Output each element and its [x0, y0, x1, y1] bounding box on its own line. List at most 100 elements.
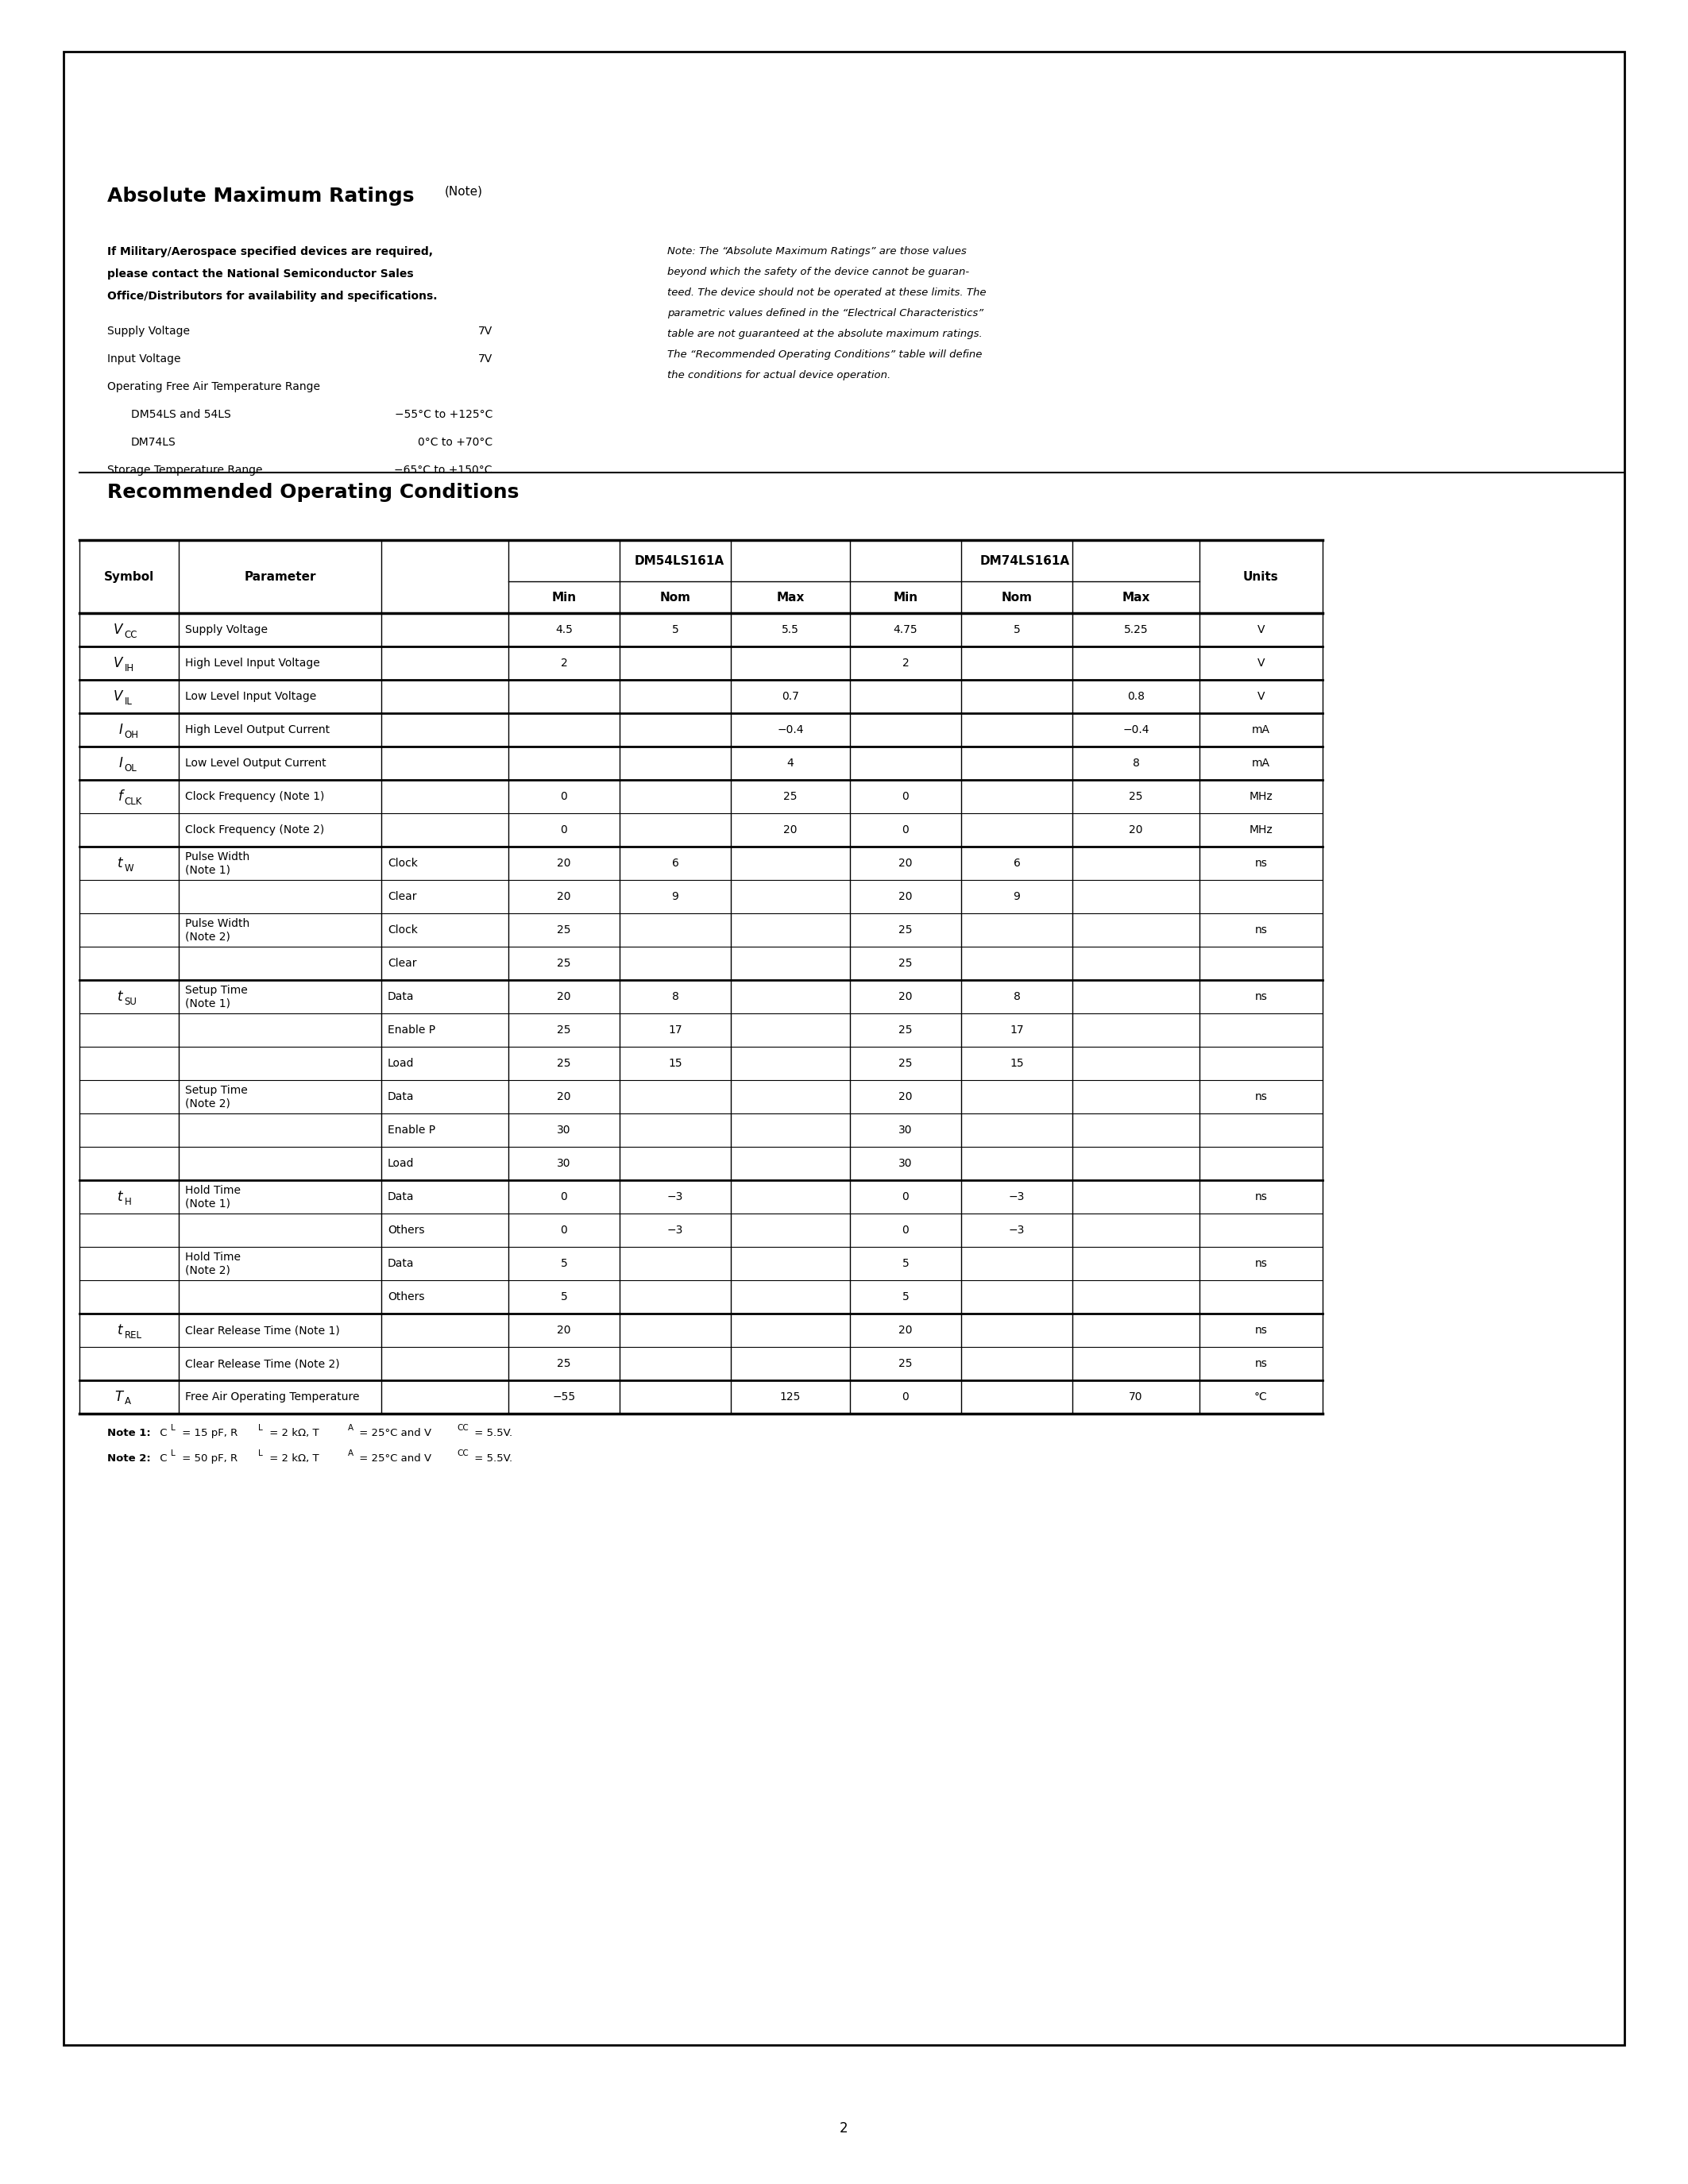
Text: 0: 0: [560, 1190, 567, 1203]
Text: 2: 2: [560, 657, 567, 668]
Text: 0°C to +70°C: 0°C to +70°C: [417, 437, 493, 448]
Text: 0: 0: [901, 1225, 910, 1236]
Text: Low Level Input Voltage: Low Level Input Voltage: [186, 690, 316, 701]
Text: Clear Release Time (Note 2): Clear Release Time (Note 2): [186, 1358, 339, 1369]
Text: 5: 5: [1013, 625, 1020, 636]
Text: 30: 30: [557, 1125, 571, 1136]
Text: ns: ns: [1254, 1258, 1268, 1269]
Text: 5.5: 5.5: [782, 625, 798, 636]
Text: DM74LS161A: DM74LS161A: [979, 555, 1070, 566]
Text: mA: mA: [1252, 725, 1269, 736]
Text: 20: 20: [898, 1326, 913, 1337]
Text: If Military/Aerospace specified devices are required,: If Military/Aerospace specified devices …: [108, 247, 432, 258]
Text: −3: −3: [1009, 1190, 1025, 1203]
Text: −55: −55: [552, 1391, 576, 1402]
Text: Supply Voltage: Supply Voltage: [108, 325, 189, 336]
Text: The “Recommended Operating Conditions” table will define: The “Recommended Operating Conditions” t…: [667, 349, 982, 360]
Text: 20: 20: [898, 858, 913, 869]
Text: Data: Data: [388, 1092, 414, 1103]
Text: 20: 20: [557, 1326, 571, 1337]
Text: ns: ns: [1254, 1358, 1268, 1369]
Text: 20: 20: [783, 823, 797, 836]
Text: Data: Data: [388, 1190, 414, 1203]
Text: 25: 25: [557, 1057, 571, 1068]
Text: Clock: Clock: [388, 924, 417, 935]
Text: 25: 25: [557, 1024, 571, 1035]
Text: 0: 0: [901, 1391, 910, 1402]
Text: V: V: [1258, 657, 1264, 668]
Text: = 50 pF, R: = 50 pF, R: [179, 1452, 238, 1463]
Text: ns: ns: [1254, 1326, 1268, 1337]
Text: 20: 20: [557, 992, 571, 1002]
Text: Min: Min: [893, 592, 918, 603]
Text: ns: ns: [1254, 1190, 1268, 1203]
Text: 20: 20: [898, 891, 913, 902]
Text: 5: 5: [901, 1258, 910, 1269]
Text: 5: 5: [560, 1291, 567, 1302]
Text: Hold Time
(Note 2): Hold Time (Note 2): [186, 1251, 241, 1275]
Text: OH: OH: [125, 729, 138, 740]
Text: Max: Max: [1123, 592, 1150, 603]
Text: 6: 6: [1013, 858, 1020, 869]
Text: DM54LS161A: DM54LS161A: [635, 555, 724, 566]
Text: Units: Units: [1244, 570, 1280, 583]
Text: t: t: [118, 856, 123, 871]
Text: Nom: Nom: [660, 592, 690, 603]
Text: teed. The device should not be operated at these limits. The: teed. The device should not be operated …: [667, 288, 986, 297]
Text: CC: CC: [125, 629, 137, 640]
Text: 15: 15: [668, 1057, 682, 1068]
Text: 8: 8: [672, 992, 679, 1002]
Text: Setup Time
(Note 1): Setup Time (Note 1): [186, 985, 248, 1009]
Text: Others: Others: [388, 1225, 425, 1236]
Text: Enable P: Enable P: [388, 1024, 436, 1035]
Text: 5: 5: [560, 1258, 567, 1269]
Text: 9: 9: [1013, 891, 1020, 902]
Text: = 2 kΩ, T: = 2 kΩ, T: [267, 1452, 319, 1463]
Text: 2: 2: [839, 2121, 847, 2136]
Text: = 5.5V.: = 5.5V.: [471, 1452, 513, 1463]
Text: 20: 20: [898, 992, 913, 1002]
Text: MHz: MHz: [1249, 823, 1273, 836]
Text: High Level Input Voltage: High Level Input Voltage: [186, 657, 321, 668]
Text: I: I: [118, 723, 123, 736]
Text: 20: 20: [898, 1092, 913, 1103]
Text: Input Voltage: Input Voltage: [108, 354, 181, 365]
Text: C: C: [157, 1452, 167, 1463]
Text: Clear Release Time (Note 1): Clear Release Time (Note 1): [186, 1326, 339, 1337]
Text: 9: 9: [672, 891, 679, 902]
Text: Recommended Operating Conditions: Recommended Operating Conditions: [108, 483, 518, 502]
Text: −0.4: −0.4: [776, 725, 803, 736]
Text: Storage Temperature Range: Storage Temperature Range: [108, 465, 263, 476]
Text: ns: ns: [1254, 992, 1268, 1002]
Text: L: L: [258, 1424, 263, 1433]
Text: V: V: [113, 690, 123, 703]
Text: W: W: [125, 863, 133, 874]
Text: Others: Others: [388, 1291, 425, 1302]
Text: Clear: Clear: [388, 959, 417, 970]
Text: 4: 4: [787, 758, 793, 769]
Text: 5: 5: [901, 1291, 910, 1302]
Text: (Note): (Note): [446, 186, 483, 197]
Text: Symbol: Symbol: [105, 570, 154, 583]
Text: DM54LS and 54LS: DM54LS and 54LS: [132, 408, 231, 419]
Text: Note 2:: Note 2:: [108, 1452, 150, 1463]
Text: −0.4: −0.4: [1123, 725, 1150, 736]
Text: −65°C to +150°C: −65°C to +150°C: [395, 465, 493, 476]
Text: 20: 20: [1129, 823, 1143, 836]
Text: −3: −3: [667, 1190, 684, 1203]
Text: IL: IL: [125, 697, 132, 705]
Text: Supply Voltage: Supply Voltage: [186, 625, 268, 636]
Text: Clock Frequency (Note 2): Clock Frequency (Note 2): [186, 823, 324, 836]
Text: 0: 0: [901, 823, 910, 836]
Text: C: C: [157, 1428, 167, 1439]
Text: 4.75: 4.75: [893, 625, 918, 636]
Text: Pulse Width
(Note 2): Pulse Width (Note 2): [186, 917, 250, 941]
Text: Clock Frequency (Note 1): Clock Frequency (Note 1): [186, 791, 324, 802]
Text: 25: 25: [557, 924, 571, 935]
Text: Data: Data: [388, 992, 414, 1002]
Text: Note 1:: Note 1:: [108, 1428, 150, 1439]
Text: ns: ns: [1254, 1092, 1268, 1103]
Text: CC: CC: [457, 1450, 469, 1457]
Text: the conditions for actual device operation.: the conditions for actual device operati…: [667, 369, 891, 380]
Text: 30: 30: [898, 1158, 913, 1168]
